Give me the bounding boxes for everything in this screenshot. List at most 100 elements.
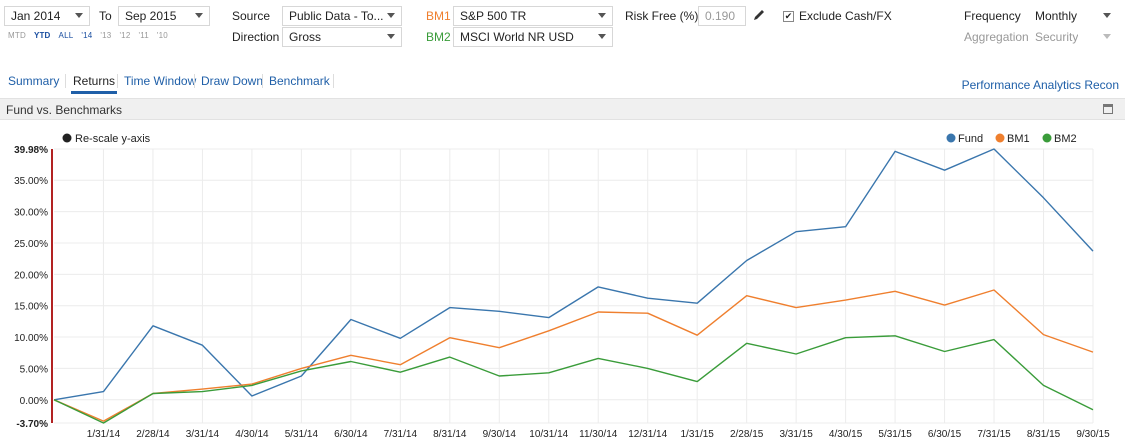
chevron-down-icon xyxy=(387,34,395,39)
x-tick-label: 1/31/14 xyxy=(87,429,121,437)
x-tick-label: 8/31/15 xyxy=(1027,429,1061,437)
bm2-line[interactable] xyxy=(53,335,1094,424)
pencil-icon[interactable] xyxy=(752,8,766,22)
chart-series xyxy=(53,148,1094,424)
tab-returns[interactable]: Returns xyxy=(73,74,116,88)
rescale-toggle-icon[interactable] xyxy=(62,133,72,143)
fund-line[interactable] xyxy=(53,148,1094,401)
x-tick-label: 2/28/15 xyxy=(730,429,764,437)
x-axis: 1/31/14 2/28/14 3/31/14 4/30/14 5/31/14 6/30/… xyxy=(87,429,1110,437)
chart-legend: Fund BM1 BM2 xyxy=(946,133,1077,145)
chevron-down-icon xyxy=(387,13,395,18)
y-tick-label: 15.00% xyxy=(14,302,48,313)
frequency-value: Monthly xyxy=(1035,9,1078,23)
tab-divider xyxy=(194,74,195,88)
legend-item-bm2[interactable]: BM2 xyxy=(1042,133,1077,145)
quick-range-12[interactable]: '12 xyxy=(119,31,131,40)
frequency-select[interactable]: Monthly xyxy=(1028,6,1118,26)
to-date-value: Sep 2015 xyxy=(125,9,177,23)
y-tick-label: 39.98% xyxy=(14,145,48,156)
exclude-cash-checkbox[interactable]: ✔ xyxy=(783,10,794,22)
tab-time-window[interactable]: Time Window xyxy=(124,74,197,88)
quick-range-all[interactable]: ALL xyxy=(58,31,74,40)
chevron-down-icon xyxy=(1103,34,1111,39)
from-date-select[interactable]: Jan 2014 xyxy=(4,6,90,26)
y-tick-label: 20.00% xyxy=(14,270,48,281)
legend-item-bm1[interactable]: BM1 xyxy=(995,133,1030,145)
y-axis: 39.98% 35.00% 30.00% 25.00% 20.00% 15.00% 10.0… xyxy=(14,145,53,430)
legend-label: Fund xyxy=(958,133,983,145)
bm1-select[interactable]: S&P 500 TR xyxy=(453,6,613,26)
y-tick-label: 30.00% xyxy=(14,208,48,219)
chevron-down-icon xyxy=(598,34,606,39)
legend-swatch-icon xyxy=(995,133,1005,143)
x-tick-label: 4/30/14 xyxy=(235,429,269,437)
legend-swatch-icon xyxy=(1042,133,1052,143)
y-tick-label: 25.00% xyxy=(14,239,48,250)
x-tick-label: 3/31/15 xyxy=(779,429,813,437)
x-tick-label: 6/30/14 xyxy=(334,429,368,437)
y-tick-label: 10.00% xyxy=(14,333,48,344)
tab-divider xyxy=(117,74,118,88)
rescale-control[interactable]: Re-scale y-axis xyxy=(62,133,151,145)
legend-swatch-icon xyxy=(946,133,956,143)
exclude-cash-control[interactable]: ✔ Exclude Cash/FX xyxy=(783,9,892,23)
x-tick-label: 8/31/14 xyxy=(433,429,467,437)
source-select[interactable]: Public Data - To... xyxy=(282,6,402,26)
bm1-line[interactable] xyxy=(53,289,1094,422)
y-tick-label: -3.70% xyxy=(16,419,48,430)
performance-analytics-recon-link[interactable]: Performance Analytics Recon xyxy=(961,78,1119,92)
tab-divider xyxy=(65,74,66,88)
x-tick-label: 9/30/14 xyxy=(483,429,517,437)
to-label: To xyxy=(99,9,112,23)
exclude-cash-label: Exclude Cash/FX xyxy=(799,9,892,23)
risk-free-input[interactable]: 0.190 xyxy=(698,6,746,26)
quick-range-13[interactable]: '13 xyxy=(100,31,112,40)
rescale-label: Re-scale y-axis xyxy=(75,133,151,145)
tab-summary[interactable]: Summary xyxy=(8,74,60,88)
chart-gridlines xyxy=(54,148,1094,424)
x-tick-label: 7/31/14 xyxy=(384,429,418,437)
quick-range-11[interactable]: '11 xyxy=(138,31,149,40)
direction-select[interactable]: Gross xyxy=(282,27,402,47)
y-tick-label: 5.00% xyxy=(20,364,48,375)
chevron-down-icon xyxy=(195,13,203,18)
panel-header: Fund vs. Benchmarks xyxy=(0,98,1125,120)
legend-item-fund[interactable]: Fund xyxy=(946,133,984,145)
active-tab-indicator xyxy=(71,91,117,94)
risk-free-value: 0.190 xyxy=(705,9,736,23)
bm2-label: BM2 xyxy=(426,30,451,44)
aggregation-label: Aggregation xyxy=(964,30,1029,44)
x-tick-label: 4/30/15 xyxy=(829,429,863,437)
x-tick-label: 2/28/14 xyxy=(136,429,170,437)
aggregation-select[interactable]: Security xyxy=(1028,27,1118,47)
risk-free-label: Risk Free (%) xyxy=(625,9,699,23)
tab-benchmark[interactable]: Benchmark xyxy=(269,74,330,88)
x-tick-label: 12/31/14 xyxy=(628,429,667,437)
y-tick-label: 35.00% xyxy=(14,176,48,187)
tab-draw-down[interactable]: Draw Down xyxy=(201,74,264,88)
x-tick-label: 6/30/15 xyxy=(928,429,962,437)
to-date-select[interactable]: Sep 2015 xyxy=(118,6,210,26)
quick-range-ytd[interactable]: YTD xyxy=(33,31,51,40)
chevron-down-icon xyxy=(75,13,83,18)
quick-range-mtd[interactable]: MTD xyxy=(8,31,26,40)
x-tick-label: 5/31/14 xyxy=(285,429,319,437)
x-tick-label: 7/31/15 xyxy=(977,429,1011,437)
direction-value: Gross xyxy=(289,30,322,44)
x-tick-label: 3/31/14 xyxy=(186,429,220,437)
tab-divider xyxy=(262,74,263,88)
maximize-icon[interactable] xyxy=(1103,104,1113,114)
quick-range-14[interactable]: '14 xyxy=(81,31,93,40)
returns-line-chart: 39.98% 35.00% 30.00% 25.00% 20.00% 15.00% 10.0… xyxy=(14,133,1110,437)
quick-range-links: MTD YTD ALL '14 '13 '12 '11 '10 xyxy=(8,31,168,40)
quick-range-10[interactable]: '10 xyxy=(156,31,168,40)
aggregation-value: Security xyxy=(1035,30,1079,44)
bm2-select[interactable]: MSCI World NR USD xyxy=(453,27,613,47)
bm1-label: BM1 xyxy=(426,9,451,23)
x-tick-label: 9/30/15 xyxy=(1076,429,1110,437)
direction-label: Direction xyxy=(232,30,280,44)
chevron-down-icon xyxy=(1103,13,1111,18)
legend-label: BM1 xyxy=(1007,133,1030,145)
source-value: Public Data - To... xyxy=(289,9,384,23)
